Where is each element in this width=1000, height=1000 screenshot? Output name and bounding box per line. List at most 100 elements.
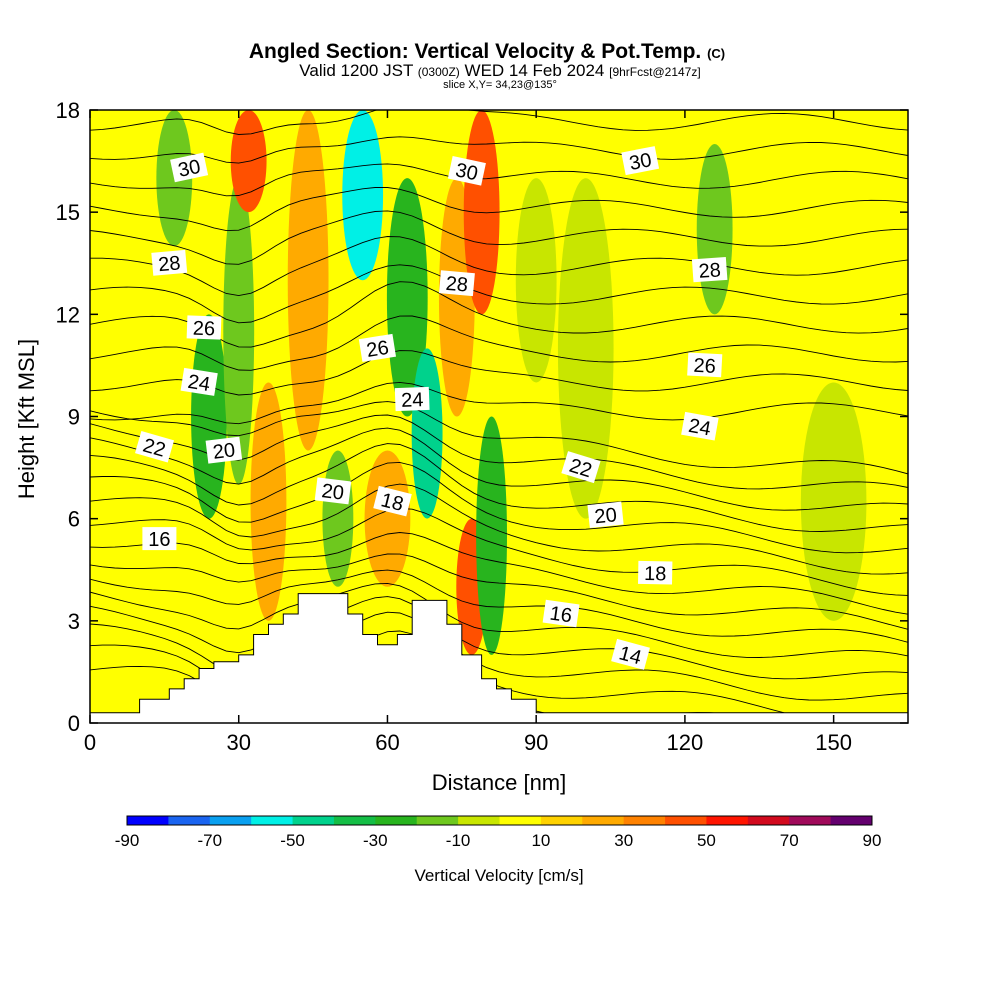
colorbar-tick-label: -50 <box>280 831 305 850</box>
velocity-band-10 <box>411 348 443 519</box>
contour-label-box <box>447 156 486 186</box>
contour-label-box <box>170 152 209 183</box>
contour-label-21: 14 <box>611 638 650 670</box>
isentrope-20 <box>90 236 908 297</box>
contour-label-text: 30 <box>176 156 202 182</box>
y-tick-label: 6 <box>68 507 80 532</box>
potential-temperature-contours <box>90 110 908 723</box>
contour-label-box <box>439 270 475 297</box>
isentrope-7 <box>90 532 908 615</box>
isentrope-23 <box>90 163 908 197</box>
isentrope-21 <box>90 210 908 265</box>
contour-label-4: 22 <box>135 430 175 463</box>
x-tick-label: 30 <box>226 730 250 755</box>
colorbar-swatch <box>251 816 293 825</box>
colorbar-tick-label: 50 <box>697 831 716 850</box>
contour-label-box <box>394 386 430 412</box>
contour-label-5: 20 <box>205 436 243 464</box>
velocity-band-4 <box>250 382 287 621</box>
title-mark: (C) <box>707 46 725 61</box>
x-tick-label: 60 <box>375 730 399 755</box>
y-axis: 0 3 6 9 12 15 18 <box>56 98 908 736</box>
contour-label-box <box>135 430 175 463</box>
contour-label-box <box>373 485 412 517</box>
colorbar-tick-label: 30 <box>614 831 633 850</box>
colorbar-swatch <box>292 816 335 825</box>
isentrope-15 <box>90 381 908 425</box>
contour-label-18: 20 <box>587 501 624 529</box>
contour-label-text: 28 <box>698 259 722 282</box>
velocity-band-15 <box>515 178 557 383</box>
contour-label-box <box>205 436 243 464</box>
colorbar-swatch <box>747 816 790 825</box>
contour-label-box <box>611 638 650 670</box>
colorbar-swatch <box>830 816 873 825</box>
contour-label-text: 20 <box>320 480 345 505</box>
chart-title: Angled Section: Vertical Velocity & Pot.… <box>249 40 725 63</box>
contour-label-13: 30 <box>621 146 660 176</box>
colorbar-frame <box>126 815 873 826</box>
isentrope-5 <box>90 569 908 643</box>
contour-label-19: 18 <box>638 560 673 585</box>
y-tick-label: 15 <box>56 200 80 225</box>
colorbar-swatch <box>333 816 376 825</box>
contour-label-14: 28 <box>691 256 728 283</box>
contour-label-box <box>186 315 222 340</box>
isentrope-14 <box>90 401 908 475</box>
isentrope-12 <box>90 427 908 511</box>
contour-label-text: 16 <box>148 529 170 551</box>
isentrope-22 <box>90 187 908 232</box>
y-tick-label: 3 <box>68 609 80 634</box>
isentrope-4 <box>90 582 908 658</box>
contour-label-box <box>142 527 177 551</box>
velocity-band-2 <box>223 178 255 485</box>
x-tick-label: 120 <box>667 730 704 755</box>
contour-label-box <box>691 256 728 283</box>
contour-label-box <box>180 367 218 396</box>
y-tick-label: 12 <box>56 302 80 327</box>
contour-label-box <box>587 501 624 529</box>
colorbar-tick-label: -70 <box>198 831 223 850</box>
velocity-band-7 <box>342 110 384 281</box>
isentrope-18 <box>90 281 908 348</box>
contour-label-text: 18 <box>379 489 406 516</box>
velocity-band-9 <box>386 178 428 417</box>
colorbar-tick-label: -30 <box>363 831 388 850</box>
colorbar-tick-label: 70 <box>780 831 799 850</box>
colorbar-swatch <box>209 816 252 825</box>
chart-subtitle: Valid 1200 JST (0300Z) WED 14 Feb 2024 [… <box>299 61 700 80</box>
contour-label-text: 26 <box>192 318 215 341</box>
contour-label-text: 20 <box>212 439 237 464</box>
contour-label-box <box>151 249 188 276</box>
contour-label-box <box>638 560 673 585</box>
isentrope-16 <box>90 350 908 396</box>
contour-label-2: 26 <box>186 315 222 341</box>
y-tick-label: 0 <box>68 711 80 736</box>
contour-label-10: 24 <box>394 386 430 412</box>
contour-label-text: 16 <box>548 603 573 628</box>
contour-label-text: 28 <box>445 273 469 297</box>
contour-label-15: 26 <box>687 352 723 378</box>
isentrope-24 <box>90 136 908 164</box>
contour-label-box <box>561 451 601 484</box>
contour-label-text: 30 <box>627 149 653 175</box>
contour-label-text: 24 <box>687 415 713 441</box>
y-tick-label: 9 <box>68 405 80 430</box>
contour-label-9: 26 <box>358 333 397 362</box>
velocity-band-8 <box>364 450 411 587</box>
contour-label-box <box>542 599 580 628</box>
colorbar-swatch <box>458 816 500 825</box>
colorbar-swatch <box>168 816 211 825</box>
x-tick-label: 0 <box>84 730 96 755</box>
contour-label-6: 16 <box>142 527 177 551</box>
contour-label-11: 28 <box>439 270 475 297</box>
contour-label-8: 18 <box>373 485 412 517</box>
isentrope-3 <box>90 596 908 680</box>
contour-label-text: 20 <box>593 504 617 528</box>
colorbar-tick-label: 10 <box>531 831 550 850</box>
colorbar-tick-label: -10 <box>446 831 471 850</box>
contour-label-12: 30 <box>447 156 486 186</box>
